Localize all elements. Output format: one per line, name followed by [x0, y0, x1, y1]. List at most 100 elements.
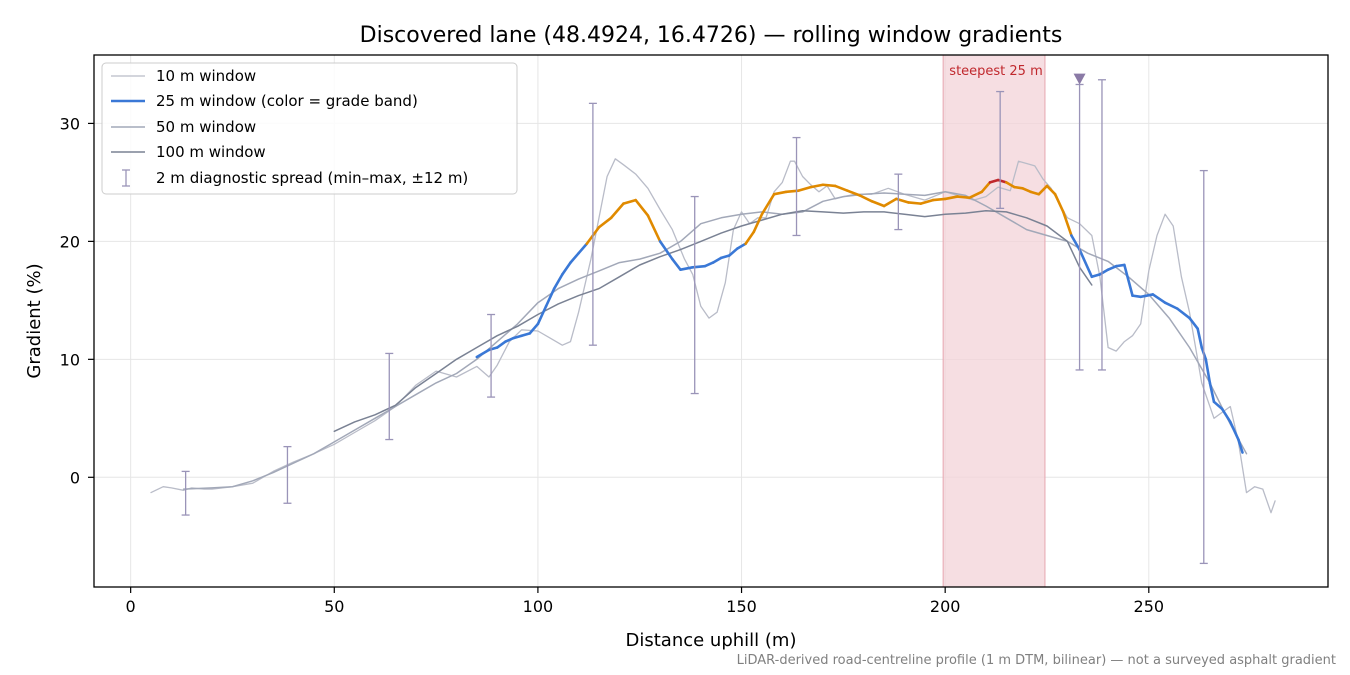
series-25m-segment [1204, 358, 1212, 385]
series-25m-segment [597, 216, 613, 229]
series-25m-segment [1013, 185, 1024, 190]
series-25m-segment [1045, 184, 1057, 196]
series-25m-segment [858, 194, 874, 203]
series-25m-segment [1070, 234, 1081, 251]
series-line-3 [333, 209, 1093, 433]
series-25m-segment [1114, 263, 1126, 268]
legend-label-25m: 25 m window (color = grade band) [156, 92, 418, 110]
series-line-2 [182, 191, 1248, 490]
series-line-0 [150, 158, 1276, 514]
series-25m-segment [1021, 186, 1032, 194]
series-25m-segment [646, 214, 662, 243]
y-tick-label: 20 [60, 232, 80, 251]
highlight-layer [942, 55, 1046, 587]
y-tick-label: 0 [70, 468, 80, 487]
series-25m-segment [919, 198, 935, 205]
x-tick-label: 200 [930, 597, 961, 616]
series-25m-segment [870, 199, 886, 208]
series-25m-segment [1212, 400, 1224, 411]
series-25m-segment [1106, 264, 1118, 271]
y-axis-label: Gradient (%) [24, 263, 45, 378]
steepest-label: steepest 25 m [949, 64, 1042, 79]
series-25m-segment [536, 304, 548, 326]
x-tick-label: 50 [324, 597, 344, 616]
series-25m-segment [1208, 381, 1216, 404]
series-25m-segment [988, 178, 1000, 184]
y-tick-label: 30 [60, 114, 80, 133]
series-25m-segment [821, 183, 837, 188]
series-25m-segment [736, 242, 747, 250]
series-25m-segment [1037, 184, 1049, 196]
series-25m-segment [980, 181, 992, 194]
series-25m-segment [882, 197, 898, 208]
series-25m-segment [634, 198, 650, 217]
series-25m-segment [544, 287, 556, 308]
series-25m-segment [1131, 294, 1142, 299]
series-25m-segment [1123, 263, 1134, 297]
series-25m-segment [1061, 210, 1073, 237]
series-25m-segment [495, 340, 507, 349]
series-25m-segment [1151, 293, 1167, 305]
legend-label-10m: 10 m window [156, 67, 256, 85]
series-25m-segment [609, 202, 625, 220]
series-25m-segment [968, 190, 984, 200]
series-25m-segment [943, 195, 959, 201]
footnote: LiDAR-derived road-centreline profile (1… [737, 653, 1336, 668]
series-25m-segment [703, 261, 715, 268]
x-tick-label: 150 [726, 597, 757, 616]
series-layer [150, 158, 1276, 514]
series-25m-segment [711, 256, 723, 264]
series-25m-segment [760, 192, 776, 216]
series-25m-segment [1188, 316, 1199, 330]
series-25m-segment [487, 346, 499, 352]
series-25m-segment [1029, 190, 1041, 196]
series-25m-segment [744, 230, 756, 246]
series-25m-segment [1228, 420, 1240, 441]
series-25m-segment [956, 195, 971, 200]
series-25m-segment [679, 266, 694, 271]
legend-label-100m: 100 m window [156, 143, 266, 161]
series-25m-segment [931, 197, 947, 202]
tick-layer: 0 50 100 150 200 250 0 10 20 30 [60, 114, 1164, 616]
series-25m-segment [1220, 407, 1232, 424]
series-25m-segment [907, 201, 923, 205]
series-25m-segment [671, 257, 682, 271]
series-25m-segment [520, 332, 532, 338]
series-25m-segment [1090, 273, 1102, 279]
series-25m-segment [996, 178, 1008, 184]
series-25m-segment [1053, 192, 1065, 214]
x-tick-label: 100 [523, 597, 554, 616]
chart-title: Discovered lane (48.4924, 16.4726) — rol… [360, 23, 1063, 48]
series-25m-segment [1237, 438, 1244, 454]
series-25m-segment [1176, 307, 1191, 320]
series-25m-segment [752, 212, 764, 234]
series-25m-segment [1078, 248, 1094, 279]
series-25m-segment [846, 189, 861, 197]
series-25m-segment [512, 334, 523, 340]
peak-marker [1073, 73, 1086, 85]
series-25m-segment [658, 240, 674, 261]
series-25m-segment [772, 190, 788, 196]
x-axis-label: Distance uphill (m) [626, 630, 797, 651]
series-25m-segment [1139, 293, 1155, 299]
plot-frame [93, 54, 1329, 588]
series-25m-segment [504, 336, 515, 343]
series-25m-segment [809, 183, 825, 189]
series-25m-segment [833, 184, 849, 192]
legend-box [101, 62, 518, 195]
series-25m-segment [1004, 181, 1016, 189]
series-25m-segment [552, 273, 564, 290]
series-25m-segment [1196, 327, 1204, 349]
series-25m-segment [1098, 268, 1110, 276]
legend-swatch-spread [122, 169, 130, 187]
marker-layer: steepest 25 m [949, 64, 1086, 85]
x-tick-label: 250 [1134, 597, 1165, 616]
series-25m-segment [569, 251, 580, 264]
series-25m-segment [622, 198, 637, 205]
x-tick-label: 0 [126, 597, 136, 616]
legend: 10 m window 25 m window (color = grade b… [101, 62, 518, 195]
series-25m-segment [797, 185, 813, 192]
steepest-band [943, 55, 1045, 587]
series-25m-segment [719, 254, 731, 260]
